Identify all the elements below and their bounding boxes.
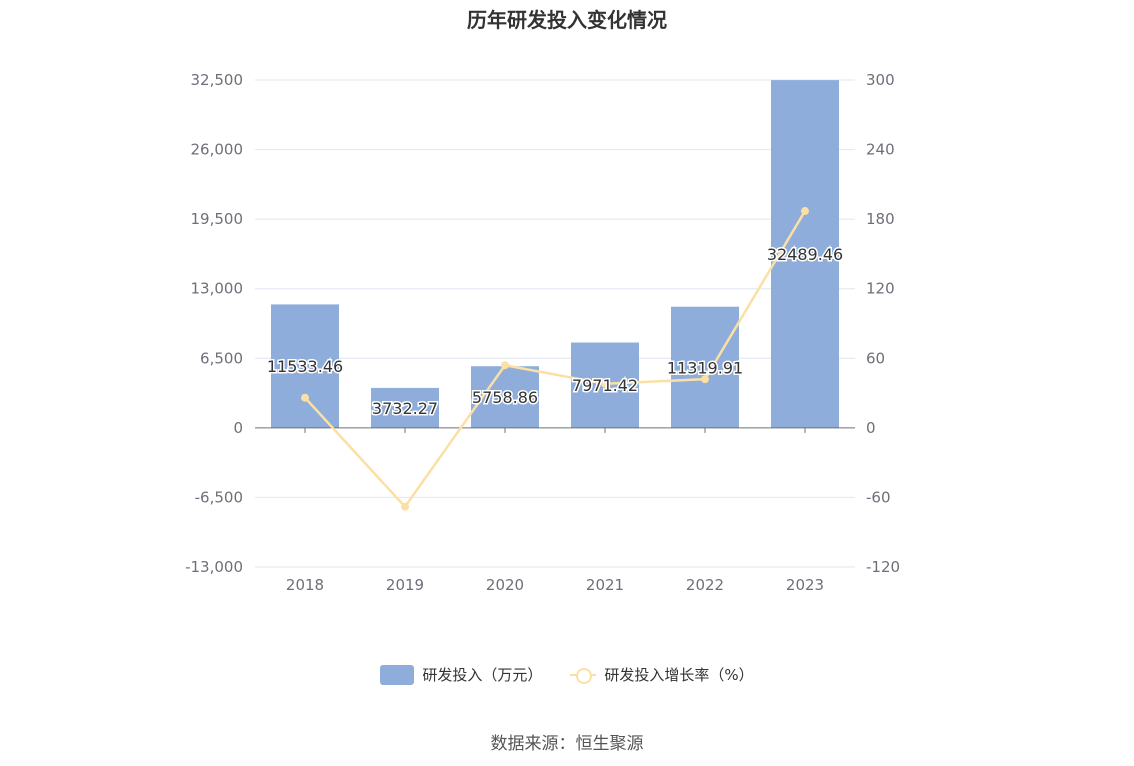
bar-2018	[271, 304, 339, 428]
growth-point-2020	[501, 361, 509, 370]
y-right-tick-label: -60	[866, 488, 891, 506]
bar-2023	[771, 80, 839, 428]
growth-point-2018	[301, 393, 309, 402]
growth-rate-line	[304, 210, 807, 509]
x-tick-label-2019: 2019	[386, 576, 424, 594]
growth-line-series	[301, 207, 809, 511]
x-tick-label-2023: 2023	[786, 576, 824, 594]
growth-point-2023	[801, 207, 809, 216]
chart-title: 历年研发投入变化情况	[467, 8, 667, 32]
y-right-tick-label: 120	[866, 280, 895, 298]
x-tick-label-2020: 2020	[486, 576, 524, 594]
y-left-tick-label: -13,000	[185, 558, 243, 576]
legend-bar-swatch	[380, 664, 415, 685]
bar-value-label-2022: 11319.91	[667, 358, 743, 377]
y-right-tick-label: 300	[866, 71, 895, 89]
y-left-tick-label: 19,500	[191, 210, 244, 228]
x-tick-label-2021: 2021	[586, 576, 624, 594]
y-right-tick-label: 180	[866, 210, 895, 228]
bar-value-label-2023: 32489.46	[767, 245, 843, 264]
growth-point-2019	[401, 502, 409, 511]
growth-point-2022	[701, 375, 709, 384]
data-labels: 11533.46 3732.27 5758.86 7971.42 11319.91 324…	[265, 243, 844, 419]
y-right-tick-label: 240	[866, 141, 895, 159]
chart-canvas: 32,500 26,000 19,500 13,000 6,500 0 -6,500 -13,…	[185, 71, 900, 594]
legend-label-growth-rate: 研发投入增长率（%）	[604, 666, 754, 684]
bar-value-label-2021: 7971.42	[572, 376, 638, 395]
y-right-tick-label: 60	[866, 349, 885, 367]
y-left-tick-label: 26,000	[191, 141, 244, 159]
growth-point-2021	[601, 379, 609, 388]
bar-value-label-2018: 11533.46	[267, 357, 343, 376]
data-source: 数据来源：恒生聚源	[490, 734, 644, 754]
y-left-tick-label: 13,000	[191, 280, 244, 298]
x-tick-label-2018: 2018	[286, 576, 324, 594]
legend-item-rd-investment[interactable]: 研发投入（万元）	[380, 664, 542, 685]
legend: 研发投入（万元） 研发投入增长率（%）	[0, 664, 1134, 685]
bar-2019	[371, 387, 439, 428]
bar-value-label-2019: 3732.27	[372, 399, 438, 418]
bar-series	[271, 80, 839, 428]
legend-line-swatch	[570, 665, 597, 685]
bar-value-label-2020: 5758.86	[472, 388, 538, 407]
axes: 32,500 26,000 19,500 13,000 6,500 0 -6,500 -13,…	[185, 71, 900, 594]
y-left-tick-label: 0	[233, 419, 243, 437]
y-left-tick-label: -6,500	[195, 488, 243, 506]
legend-item-growth-rate[interactable]: 研发投入增长率（%）	[570, 664, 754, 685]
grid-lines	[255, 79, 855, 568]
y-left-tick-label: 6,500	[200, 349, 243, 367]
y-right-tick-label: 0	[866, 419, 876, 437]
y-left-tick-label: 32,500	[191, 71, 244, 89]
x-tick-label-2022: 2022	[686, 576, 724, 594]
bar-2022	[671, 306, 739, 428]
y-right-tick-label: -120	[866, 558, 900, 576]
legend-label-rd-investment: 研发投入（万元）	[422, 666, 543, 684]
